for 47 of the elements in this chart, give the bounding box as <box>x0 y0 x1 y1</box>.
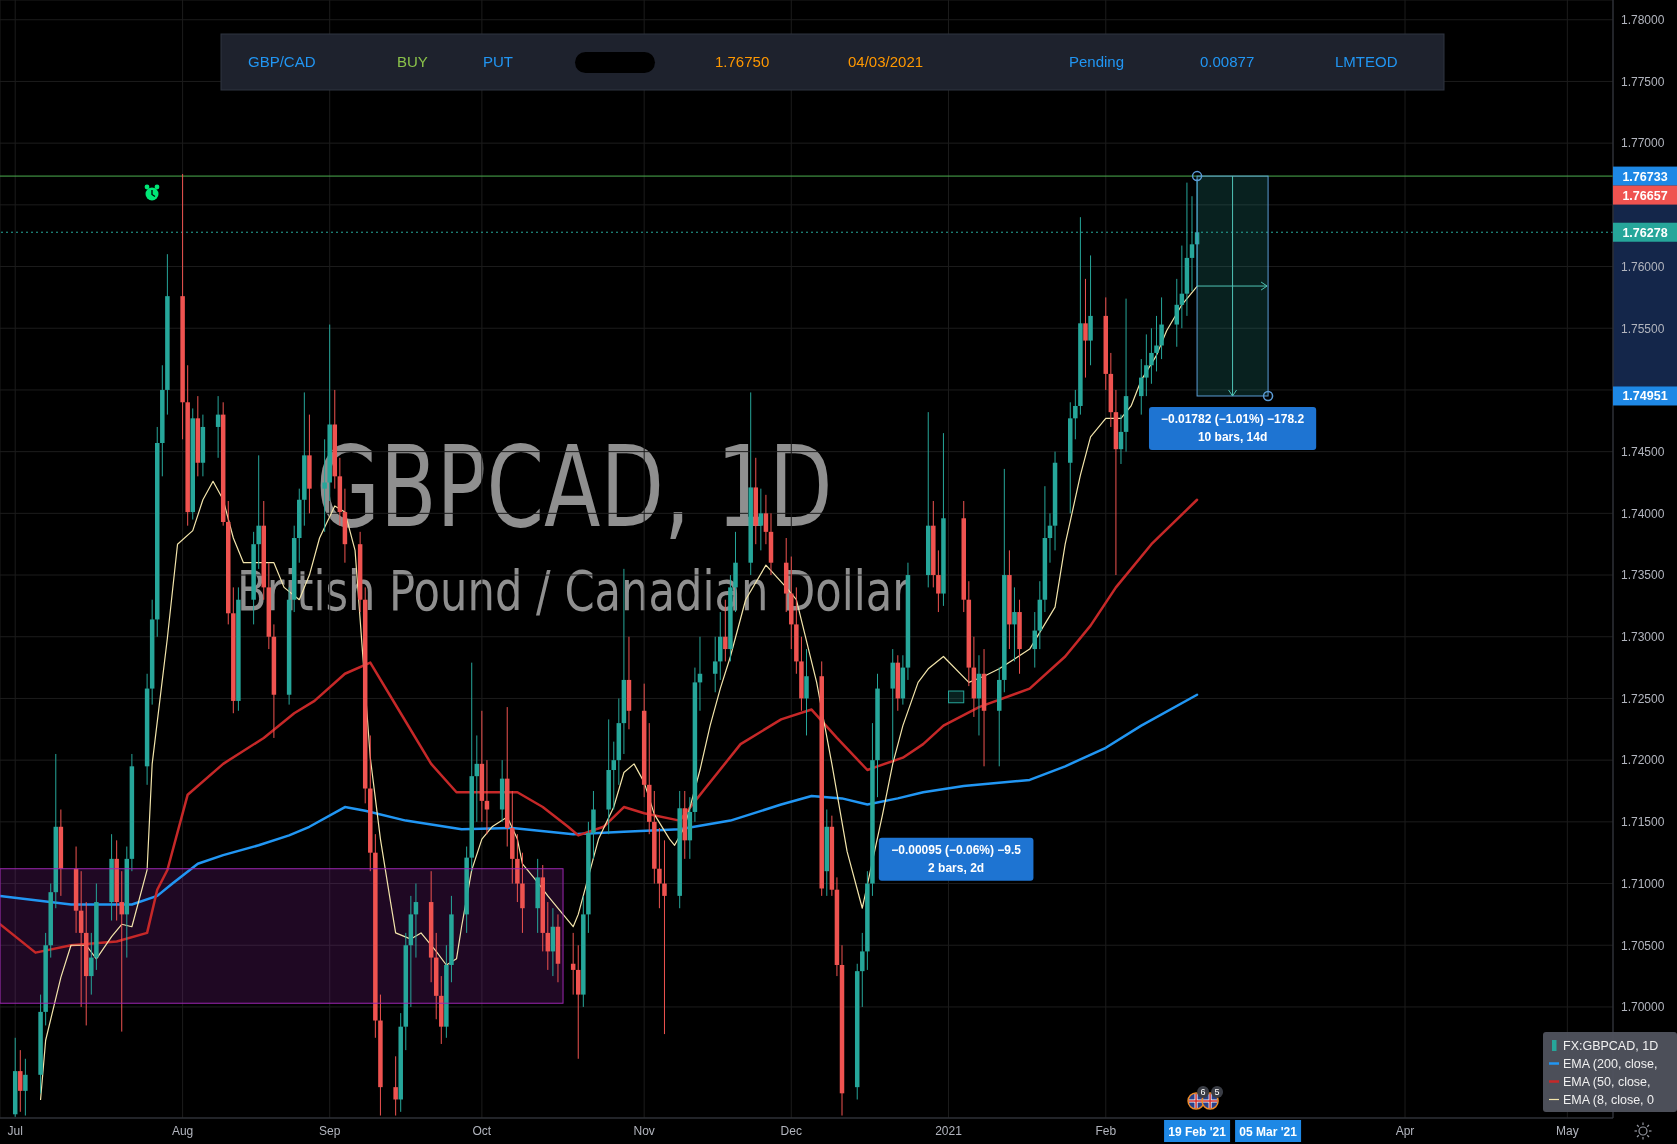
y-tick-label: 1.77500 <box>1621 74 1665 89</box>
y-tick-label: 1.73000 <box>1621 630 1665 644</box>
annotation: PUT <box>483 53 513 70</box>
x-tick-label: Dec <box>780 1123 802 1138</box>
annotation: Pending <box>1069 53 1125 70</box>
y-tick-label: 1.74000 <box>1621 506 1665 521</box>
y-tick-label: 1.72500 <box>1621 691 1665 706</box>
annotation: LMTEOD <box>1335 53 1398 70</box>
x-tick-label: Jul <box>7 1123 23 1138</box>
annotation: −0.00095 (−0.06%) −9.5 2 bars, 2d <box>891 842 1022 875</box>
annotation: 04/03/2021 <box>848 53 924 70</box>
x-tick-label: Apr <box>1395 1123 1415 1138</box>
y-tick-label: 1.70000 <box>1621 1000 1665 1015</box>
annotation: 1.76750 <box>715 53 770 70</box>
x-tick-label: Feb <box>1095 1123 1117 1138</box>
y-tick-label: 1.70500 <box>1621 938 1665 953</box>
y-tick-label: 1.78000 <box>1621 13 1665 27</box>
y-tick-label: 1.77000 <box>1621 136 1665 151</box>
legend-label: EMA (50, close, <box>1563 1075 1651 1089</box>
x-tick-label: Oct <box>472 1123 492 1138</box>
y-tick-label: 1.74500 <box>1621 444 1665 459</box>
legend-label: EMA (200, close, <box>1563 1057 1658 1071</box>
y-tick-label: 1.71500 <box>1621 815 1665 830</box>
legend-label: EMA (8, close, 0 <box>1563 1093 1655 1107</box>
y-tick-label: 1.72000 <box>1621 753 1665 768</box>
x-tick-label: May <box>1556 1123 1579 1138</box>
count-badge: 5 <box>1211 1086 1224 1098</box>
x-tick-label: Nov <box>633 1123 655 1138</box>
annotation: 6 <box>1200 1087 1206 1097</box>
annotation: GBP/CAD <box>248 53 316 70</box>
count-badge: 6 <box>1197 1086 1210 1098</box>
ref-line-label: 1.76278 <box>1622 225 1668 240</box>
text: 1.76657 <box>1622 188 1668 203</box>
y-tick-label: 1.71000 <box>1621 876 1665 891</box>
y-tick-label: 1.75500 <box>1621 321 1665 336</box>
annotation: 5 <box>1214 1087 1220 1097</box>
y-tick-label: 1.73500 <box>1621 568 1665 583</box>
text: 1.76733 <box>1622 169 1668 184</box>
x-tick-label: Aug <box>171 1123 194 1138</box>
text: 1.74951 <box>1622 389 1668 404</box>
x-tick-label: 2021 <box>935 1123 963 1138</box>
y-tick-label: 1.76000 <box>1621 259 1665 274</box>
x-tick-label: Sep <box>319 1123 341 1138</box>
legend-label: FX:GBPCAD, 1D <box>1563 1039 1659 1053</box>
annotation: −0.01782 (−1.01%) −178.2 10 bars, 14d <box>1161 411 1305 444</box>
annotation: 0.00877 <box>1200 53 1255 70</box>
annotation: BUY <box>397 53 428 70</box>
